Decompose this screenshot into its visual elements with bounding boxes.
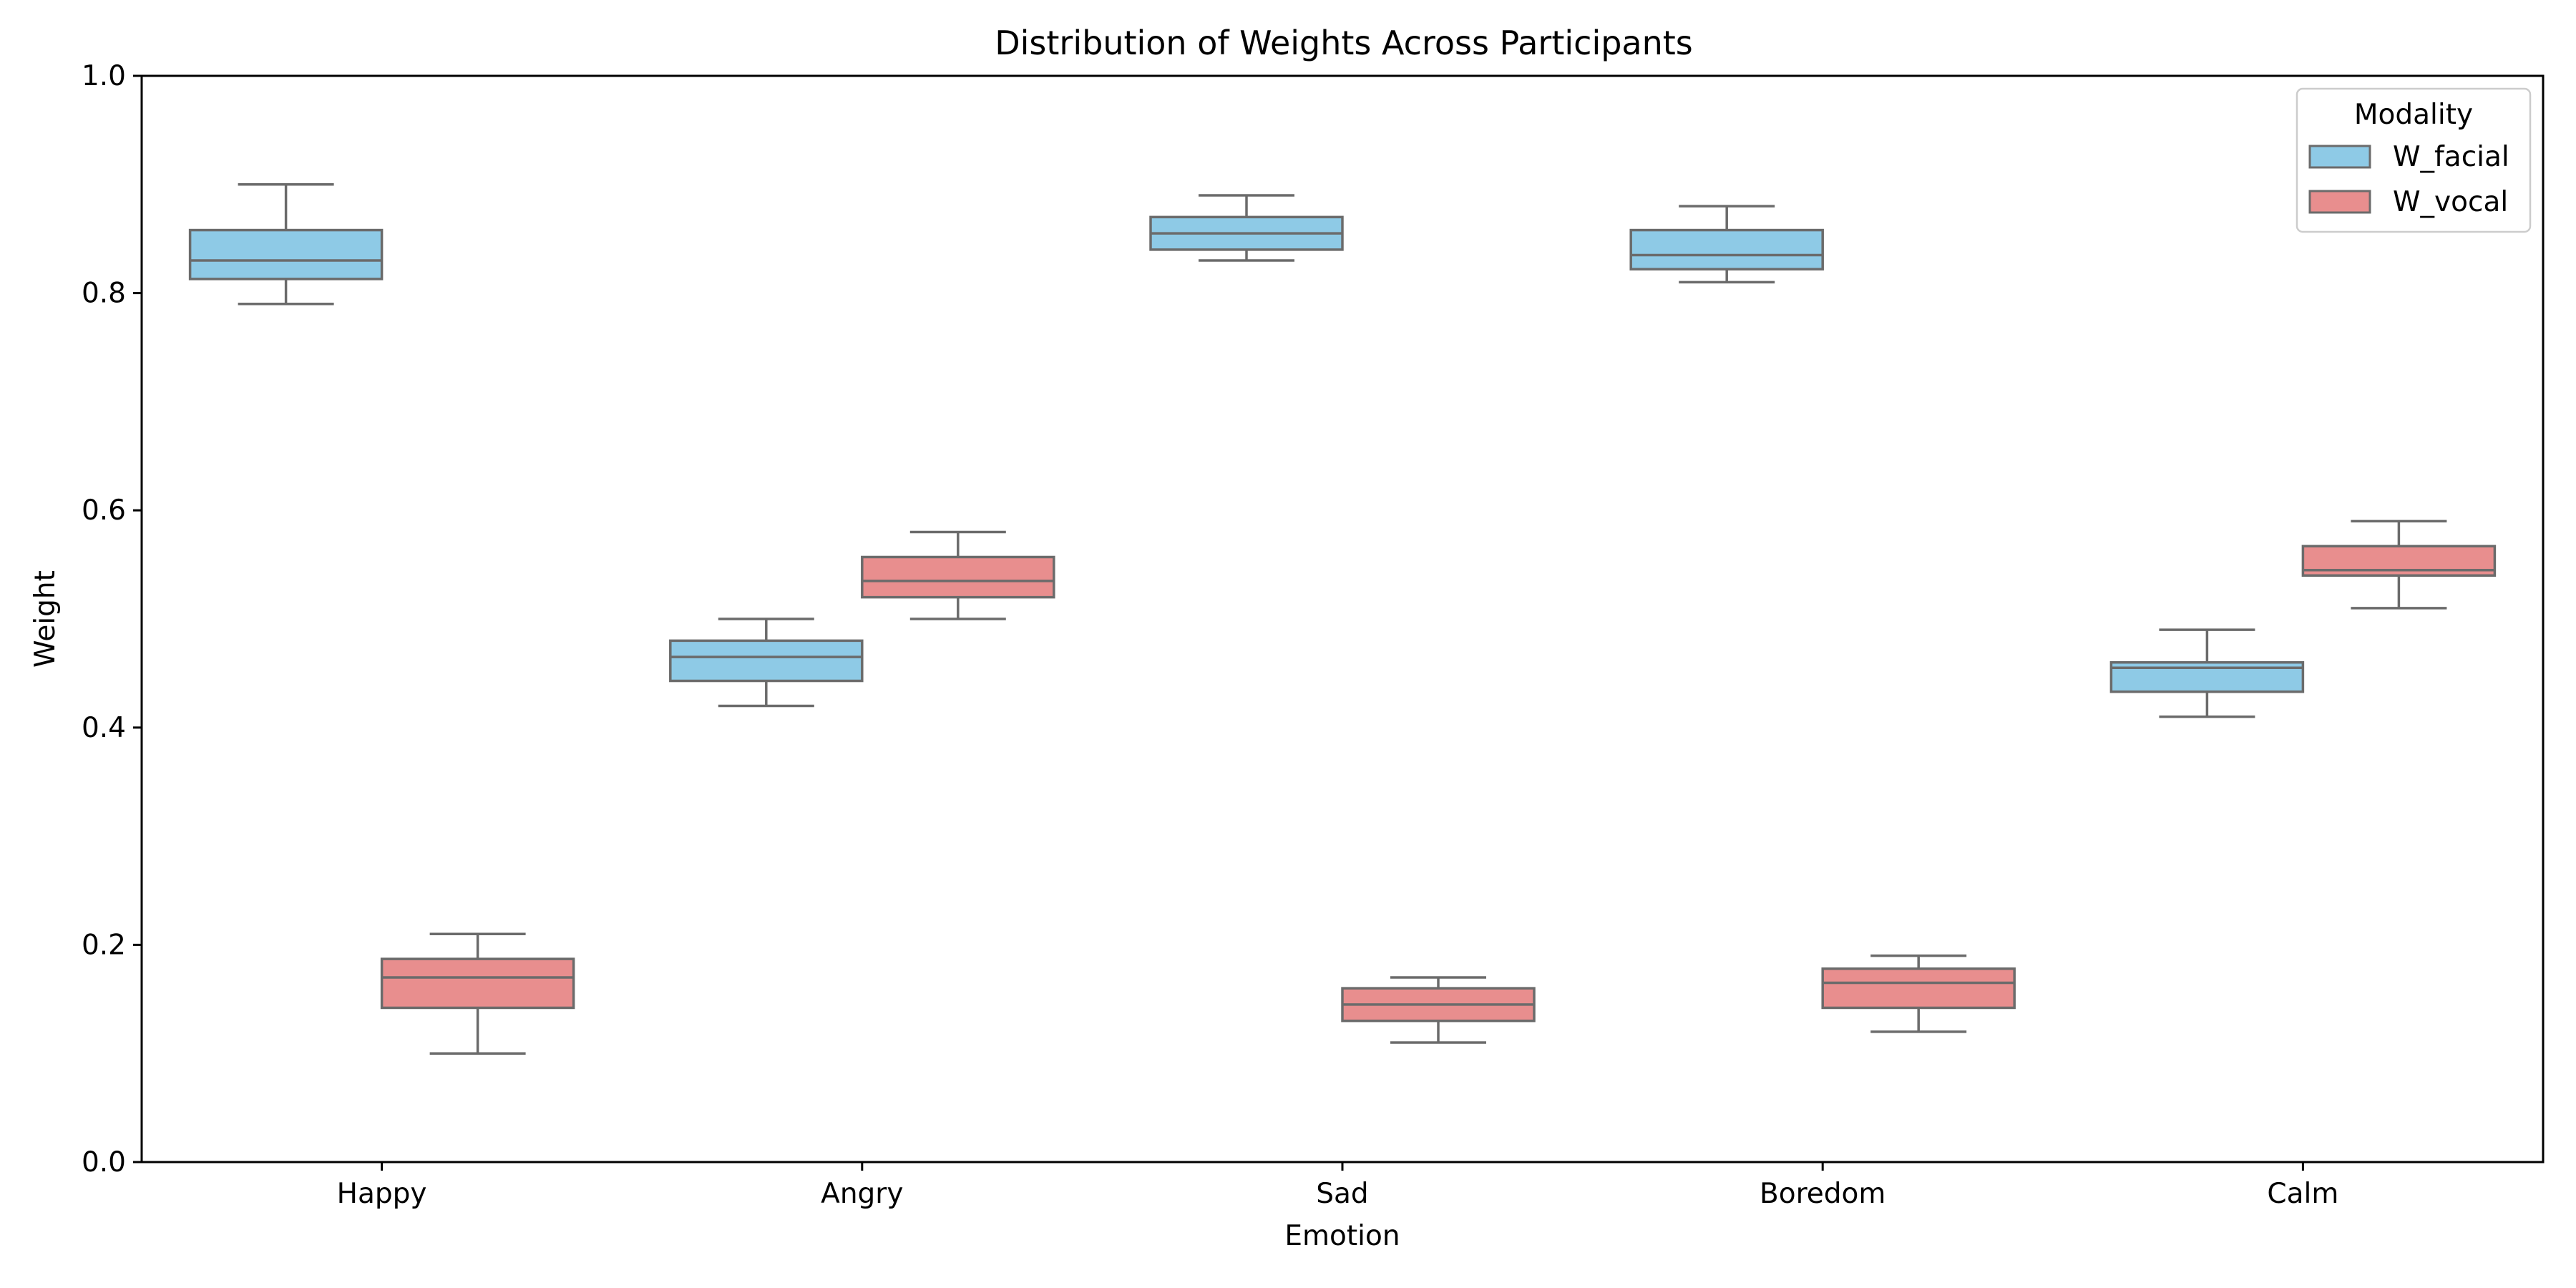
iqr-box	[669, 639, 864, 683]
box-w-vocal-boredom	[1821, 954, 2016, 1033]
x-tick-label-happy: Happy	[337, 1178, 427, 1210]
x-axis-label: Emotion	[1284, 1220, 1400, 1252]
y-tick-label-2: 0.4	[82, 712, 126, 744]
box-w-facial-boredom	[1629, 205, 1824, 284]
box-w-facial-sad	[1149, 194, 1344, 262]
plot-area	[188, 183, 2497, 1055]
iqr-box	[1821, 967, 2016, 1010]
y-axis-label: Weight	[29, 570, 62, 668]
iqr-box	[188, 228, 384, 280]
x-tick-label-angry: Angry	[821, 1178, 903, 1210]
box-w-vocal-calm	[2301, 519, 2497, 610]
iqr-box	[861, 555, 1055, 599]
legend-label-w-facial: W_facial	[2393, 141, 2509, 173]
legend-label-w-vocal: W_vocal	[2393, 186, 2508, 218]
box-w-vocal-happy	[380, 932, 575, 1055]
y-tick-label-0: 0.0	[82, 1146, 126, 1179]
box-w-facial-angry	[669, 618, 864, 708]
y-tick-label-1: 0.2	[82, 929, 126, 961]
legend: Modality W_facial W_vocal	[2296, 87, 2532, 233]
legend-title: Modality	[2354, 99, 2473, 131]
legend-swatch-w-vocal	[2308, 190, 2371, 214]
iqr-box	[1629, 228, 1824, 270]
y-tick-label-4: 0.8	[82, 278, 126, 310]
legend-swatch-w-facial	[2308, 145, 2371, 169]
x-tick-label-boredom: Boredom	[1760, 1178, 1885, 1210]
y-tick-label-5: 1.0	[82, 60, 126, 92]
box-w-vocal-sad	[1341, 976, 1536, 1044]
box-w-facial-happy	[188, 183, 384, 306]
x-tick-label-sad: Sad	[1316, 1178, 1368, 1210]
iqr-box	[380, 957, 575, 1010]
x-tick-label-calm: Calm	[2267, 1178, 2338, 1210]
box-w-facial-calm	[2109, 628, 2305, 718]
chart-title: Distribution of Weights Across Participa…	[995, 24, 1693, 62]
y-tick-label-3: 0.6	[82, 494, 126, 527]
box-w-vocal-angry	[861, 530, 1055, 620]
